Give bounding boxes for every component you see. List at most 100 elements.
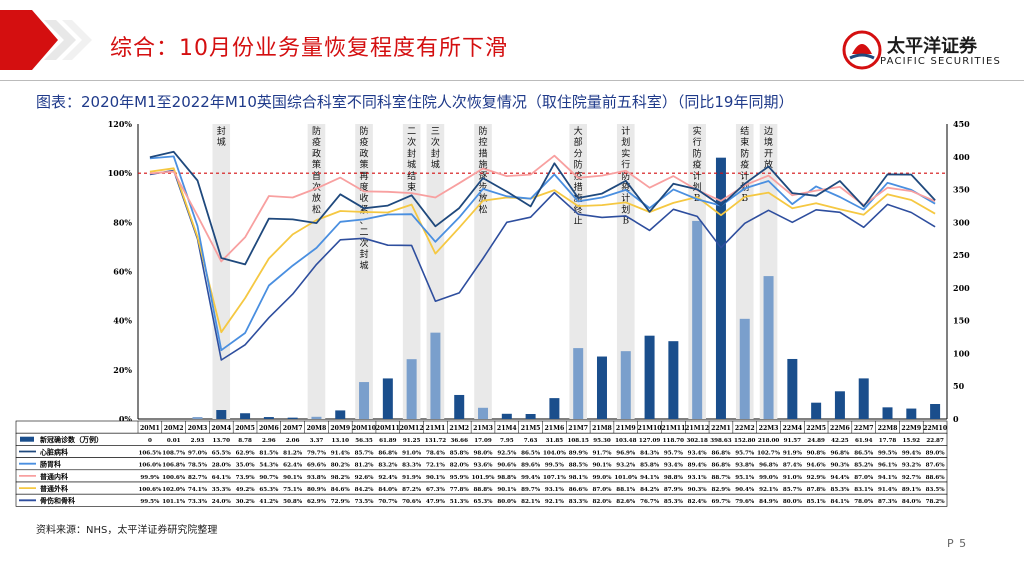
annotation-band (212, 124, 231, 419)
table-cell: 86.8% (378, 450, 398, 456)
annotation-char: 次 (431, 136, 440, 148)
x-tick-label: 21M4 (497, 425, 517, 432)
table-cell: 93.6% (474, 463, 494, 469)
annotation-char: 三 (431, 127, 440, 137)
table-cell: 93.2% (902, 463, 922, 469)
table-cell: 93.8% (307, 475, 327, 481)
table-cell: 90.1% (497, 487, 517, 493)
table-cell: 24.89 (807, 438, 825, 444)
table-cell: 152.80 (734, 438, 756, 444)
table-cell: 99.5% (545, 463, 565, 469)
x-tick-label: 20M3 (188, 425, 208, 432)
annotation-char: 防 (312, 125, 321, 137)
x-tick-label: 21M10 (638, 425, 663, 432)
bar-confirmed-cases (882, 407, 893, 419)
y-left-tick-label: 20% (113, 365, 132, 375)
legend-label: 普通外科 (40, 484, 68, 493)
annotation-band (616, 124, 635, 419)
bar-confirmed-cases (192, 417, 203, 419)
table-cell: 61.94 (855, 438, 873, 444)
bar-confirmed-cases (692, 220, 703, 419)
table-cell: 94.1% (640, 475, 660, 481)
annotation-char: 封 (407, 147, 416, 159)
table-cell: 84.2% (640, 487, 660, 493)
annotation-char: 次 (360, 237, 369, 249)
table-cell: 79.7% (307, 450, 327, 456)
table-cell: 95.7% (664, 450, 684, 456)
annotation-char: 结 (740, 125, 749, 137)
table-cell: 81.5% (259, 450, 279, 456)
x-tick-label: 21M2 (449, 425, 469, 432)
table-cell: 85.2% (854, 463, 874, 469)
table-cell: 73.3% (188, 499, 208, 505)
table-cell: 88.8% (474, 487, 494, 493)
annotation-char: 次 (407, 136, 416, 148)
x-tick-label: 21M11 (661, 425, 685, 432)
annotation-char: 计 (621, 192, 630, 204)
table-cell: 92.1% (545, 499, 565, 505)
annotation-char: 疫 (693, 159, 702, 171)
table-cell: 98.8% (497, 475, 517, 481)
bar-confirmed-cases (335, 410, 346, 419)
annotation-char: 放 (764, 159, 773, 171)
annotation-char: 放 (479, 192, 488, 204)
table-cell: 90.3% (830, 463, 850, 469)
annotation-char: 逐 (479, 171, 488, 182)
table-cell: 83.2% (378, 463, 398, 469)
table-cell: 87.9% (664, 487, 684, 493)
table-cell: 80.9% (307, 487, 327, 493)
x-tick-label: 20M5 (235, 425, 255, 432)
annotation-char: 防 (740, 147, 749, 159)
table-cell: 72.1% (426, 463, 446, 469)
table-cell: 78.2% (926, 499, 946, 505)
table-cell: 82.0% (450, 463, 470, 469)
table-cell: 99.4% (902, 450, 922, 456)
table-cell: 91.0% (783, 475, 803, 481)
x-tick-label: 22M7 (854, 425, 874, 432)
annotation-char: 措 (479, 147, 488, 159)
legend-label: 肠胃科 (39, 460, 61, 469)
table-cell: 100.6% (138, 487, 162, 493)
bar-confirmed-cases (834, 391, 845, 419)
table-cell: 94.6% (807, 463, 827, 469)
legend-label: 新冠确诊数（万例） (40, 435, 103, 444)
table-cell: 118.70 (663, 438, 685, 444)
annotation-char: 计 (621, 125, 630, 137)
annotation-char: 封 (360, 248, 369, 260)
table-cell: 85.3% (830, 487, 850, 493)
table-cell: 42.25 (831, 438, 849, 444)
x-tick-label: 20M12 (400, 425, 424, 432)
table-cell: 90.4% (735, 487, 755, 493)
table-cell: 70.7% (378, 499, 398, 505)
table-cell: 85.1% (807, 499, 827, 505)
annotation-char: 措 (574, 181, 583, 193)
annotation-char: 防 (479, 125, 488, 137)
table-cell: 302.18 (686, 438, 708, 444)
annotation-char: 城 (431, 160, 440, 171)
annotation-char: 松 (479, 203, 488, 215)
table-cell: 94.1% (878, 475, 898, 481)
annotation-char: 防 (574, 159, 583, 171)
table-cell: 7.63 (524, 438, 538, 444)
x-tick-label: 20M7 (283, 425, 303, 432)
table-cell: 64.1% (212, 475, 232, 481)
series-line-genmed (149, 167, 936, 334)
series-line-geriatric (149, 169, 936, 361)
table-cell: 101.1% (162, 499, 186, 505)
annotation-char: 控 (479, 136, 488, 148)
y-right-tick-label: 150 (953, 316, 970, 326)
table-cell: 70.6% (402, 499, 422, 505)
bar-confirmed-cases (930, 404, 941, 419)
table-cell: 99.5% (140, 499, 160, 505)
table-cell: 7.95 (500, 438, 514, 444)
y-left-tick-label: 60% (113, 267, 132, 277)
annotation-char: 边 (764, 126, 773, 137)
annotation-char: 结 (407, 170, 416, 182)
table-cell: 87.4% (783, 463, 803, 469)
table-cell: 95.30 (593, 438, 611, 444)
table-cell: 81.2% (283, 450, 303, 456)
x-tick-label: 21M3 (473, 425, 493, 432)
table-cell: 84.2% (355, 487, 375, 493)
bar-confirmed-cases (596, 356, 607, 419)
table-cell: 88.6% (926, 475, 946, 481)
